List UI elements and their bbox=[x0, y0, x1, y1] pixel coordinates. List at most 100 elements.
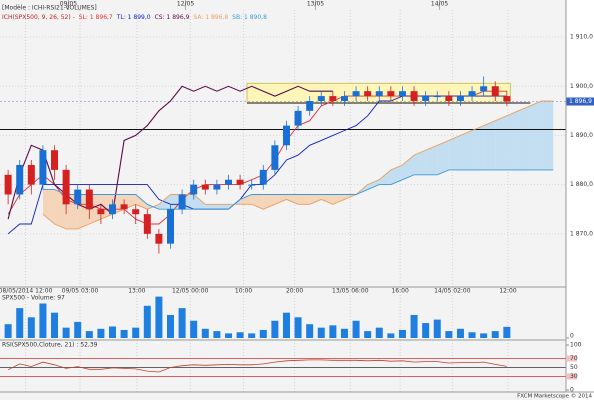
volume-bar bbox=[4, 324, 12, 338]
cloud-segment bbox=[332, 194, 345, 205]
candle-body bbox=[248, 184, 256, 186]
volume-bar bbox=[259, 329, 267, 338]
volume-bar bbox=[503, 326, 511, 338]
volume-bar bbox=[282, 312, 290, 338]
candle-body bbox=[190, 184, 198, 195]
volume-bar bbox=[62, 327, 70, 338]
volume-bar bbox=[491, 331, 499, 338]
candle-body bbox=[503, 96, 511, 102]
cloud-segment bbox=[530, 101, 542, 170]
candle-body bbox=[109, 204, 117, 215]
x-tick-label: 20:00 bbox=[286, 288, 303, 295]
model-label: [Modèle : ICHI-RSI21-VOLUMES] bbox=[2, 5, 97, 12]
cloud-segment bbox=[495, 115, 507, 170]
candle-body bbox=[62, 169, 70, 205]
cloud-segment bbox=[379, 169, 391, 185]
candle-body bbox=[398, 91, 406, 97]
volume-bar bbox=[364, 331, 372, 338]
candle-body bbox=[201, 184, 209, 190]
axis-background bbox=[566, 0, 594, 400]
candle-body bbox=[329, 96, 337, 102]
x-tick-label: 16:00 bbox=[391, 288, 408, 295]
candle-body bbox=[16, 164, 24, 195]
x-tick-label: 09/05 03:00 bbox=[62, 288, 99, 295]
candle-body bbox=[456, 96, 464, 102]
cloud-segment bbox=[425, 145, 438, 175]
candle-body bbox=[375, 91, 383, 97]
candle-body bbox=[51, 150, 59, 170]
volume-bar bbox=[480, 333, 488, 338]
volume-bar bbox=[155, 296, 163, 338]
cloud-segment bbox=[506, 110, 519, 170]
y-tick-label: 100 bbox=[570, 342, 582, 349]
volume-bar bbox=[74, 321, 82, 338]
legend-entry: TL: 1 899,0 bbox=[116, 14, 151, 21]
volume-bar bbox=[445, 331, 453, 338]
top-date-label: 13/05 bbox=[307, 1, 324, 8]
cloud-segment bbox=[437, 140, 449, 175]
volume-bar bbox=[109, 326, 117, 338]
candle-body bbox=[410, 91, 418, 102]
x-tick-label: 10:00 bbox=[235, 288, 252, 295]
volume-bar bbox=[201, 328, 209, 338]
candle-body bbox=[85, 189, 93, 210]
cloud-segment bbox=[414, 150, 426, 175]
candle-body bbox=[306, 101, 314, 111]
rsi-line bbox=[7, 359, 507, 373]
legend-entry: CS: 1 896,9 bbox=[155, 14, 190, 21]
last-price-tag bbox=[566, 97, 594, 106]
panel-title: SPX500 - Volume: 97 bbox=[2, 295, 65, 302]
candle-body bbox=[491, 86, 499, 97]
volume-bar bbox=[329, 325, 337, 338]
volume-bar bbox=[16, 308, 24, 338]
candle-body bbox=[155, 233, 163, 244]
y-tick-label: 0 bbox=[570, 387, 574, 394]
volume-bar bbox=[387, 333, 395, 338]
y-tick-label: 1 900,0 bbox=[570, 83, 593, 90]
y-tick-label: 30 bbox=[570, 373, 578, 380]
cloud-segment bbox=[402, 155, 415, 180]
indicator-legend: ICH(SPX500, 9, 26, 52) - SL: 1 896,7 TL: 1… bbox=[2, 14, 267, 21]
volume-bar bbox=[317, 327, 325, 338]
y-tick-label: 1 870,0 bbox=[570, 230, 593, 237]
x-tick-label: 12/05 00:00 bbox=[172, 288, 209, 295]
volume-bar bbox=[39, 303, 47, 338]
top-date-label: 09/05 bbox=[60, 1, 77, 8]
y-tick-label: 70 bbox=[570, 355, 578, 362]
volume-bar bbox=[375, 327, 383, 338]
legend-entry: SA: 1 896,8 bbox=[193, 14, 228, 21]
volume-bar bbox=[213, 331, 221, 338]
cloud-segment bbox=[42, 189, 55, 224]
cloud-segment bbox=[518, 105, 531, 170]
candle-body bbox=[132, 209, 140, 215]
cloud-segment bbox=[240, 194, 252, 205]
x-tick-label: 12:00 bbox=[499, 288, 516, 295]
candle-body bbox=[259, 169, 267, 185]
candle-body bbox=[340, 96, 348, 102]
volume-bar bbox=[433, 319, 441, 338]
x-tick-label: 14/05 02:00 bbox=[434, 288, 471, 295]
cloud-segment bbox=[193, 194, 206, 210]
candle-body bbox=[143, 214, 151, 234]
cloud-segment bbox=[460, 130, 473, 170]
volume-bar bbox=[294, 317, 302, 338]
candle-body bbox=[468, 91, 476, 97]
volume-bar bbox=[398, 329, 406, 338]
top-date-label: 14/05 bbox=[431, 1, 448, 8]
volume-bar bbox=[340, 328, 348, 338]
indicator-line bbox=[42, 100, 554, 230]
candle-body bbox=[166, 209, 174, 244]
cloud-segment bbox=[135, 194, 148, 210]
candle-body bbox=[480, 86, 488, 92]
footer: FXCM Marketscope © 2014 bbox=[517, 393, 592, 400]
cloud-segment bbox=[298, 194, 310, 205]
volume-bar bbox=[190, 320, 198, 338]
cloud-segment bbox=[309, 194, 322, 205]
volume-bar bbox=[27, 317, 35, 338]
volume-bar bbox=[120, 329, 128, 338]
x-tick-label: 13/05 06:00 bbox=[332, 288, 369, 295]
panel-title: RSI(SPX500,Cloture, 21) : 52,39 bbox=[2, 342, 98, 349]
volume-bar bbox=[352, 320, 360, 338]
